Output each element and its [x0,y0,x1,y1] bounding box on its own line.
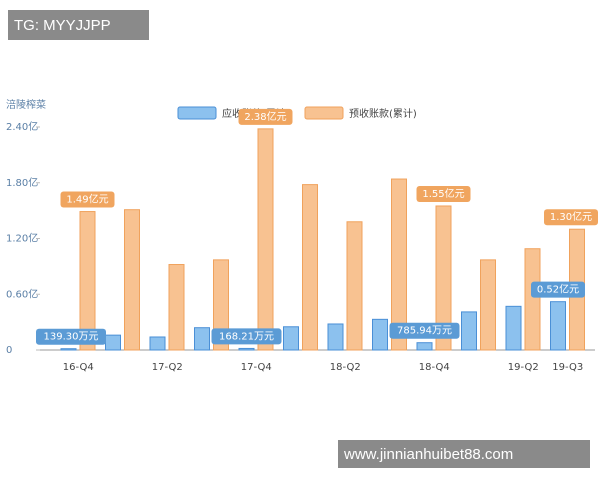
y-tick-label: 0.60亿 [6,287,38,300]
x-tick-label: 19-Q3 [552,362,583,373]
bar [327,323,344,351]
x-tick-label: 19-Q2 [508,362,539,373]
tag-banner [8,10,149,40]
bar [524,248,541,351]
bar [480,259,496,351]
legend-label: 预收账款(累计) [349,107,417,120]
value-label-box [211,328,282,345]
url-text: www.jinnianhuibet88.com [343,446,513,463]
bar [257,128,274,351]
value-label-box [60,191,115,208]
bar [283,326,299,351]
bar [372,318,388,351]
bar [79,211,96,351]
bar [346,221,363,351]
value-label: 139.30万元 [44,332,99,343]
x-tick-label: 16-Q4 [63,362,94,373]
legend-swatch [304,106,344,120]
value-label: 1.55亿元 [422,187,464,200]
bar [550,301,566,351]
bar [168,264,185,351]
y-axis-title: 涪陵榨菜 [6,98,46,111]
y-tick-label: 0 [6,345,12,356]
value-label: 1.49亿元 [66,193,108,206]
value-label: 785.94万元 [397,326,452,337]
bar [60,348,77,351]
y-tick-label: 1.80亿 [6,176,38,189]
value-label-box [36,328,106,345]
bar [461,311,477,351]
bar [435,205,452,351]
bar [505,305,522,351]
bar [416,342,433,351]
url-banner [338,440,590,468]
bar [194,327,210,351]
x-tick-label: 17-Q4 [241,362,272,373]
value-label: 0.52亿元 [537,283,579,296]
bar [105,334,121,351]
legend-swatch [177,106,217,120]
value-label-box [544,209,598,226]
bar [213,259,229,351]
value-label-box [389,322,460,339]
y-tick-label: 2.40亿 [6,120,38,133]
bar [124,209,140,351]
y-tick-label: 1.20亿 [6,232,38,245]
value-label: 1.30亿元 [550,210,592,223]
value-label-box [531,281,585,298]
value-label-box [238,108,293,125]
x-tick-label: 18-Q4 [419,362,450,373]
value-label: 2.38亿元 [244,110,286,123]
bar [391,178,407,351]
bar [149,336,166,351]
x-tick-label: 18-Q2 [330,362,361,373]
tag-text: TG: MYYJJPP [14,17,111,34]
bar [238,347,255,351]
x-tick-label: 17-Q2 [152,362,183,373]
bar [302,184,318,351]
value-label-box [416,185,471,202]
value-label: 168.21万元 [219,331,274,342]
